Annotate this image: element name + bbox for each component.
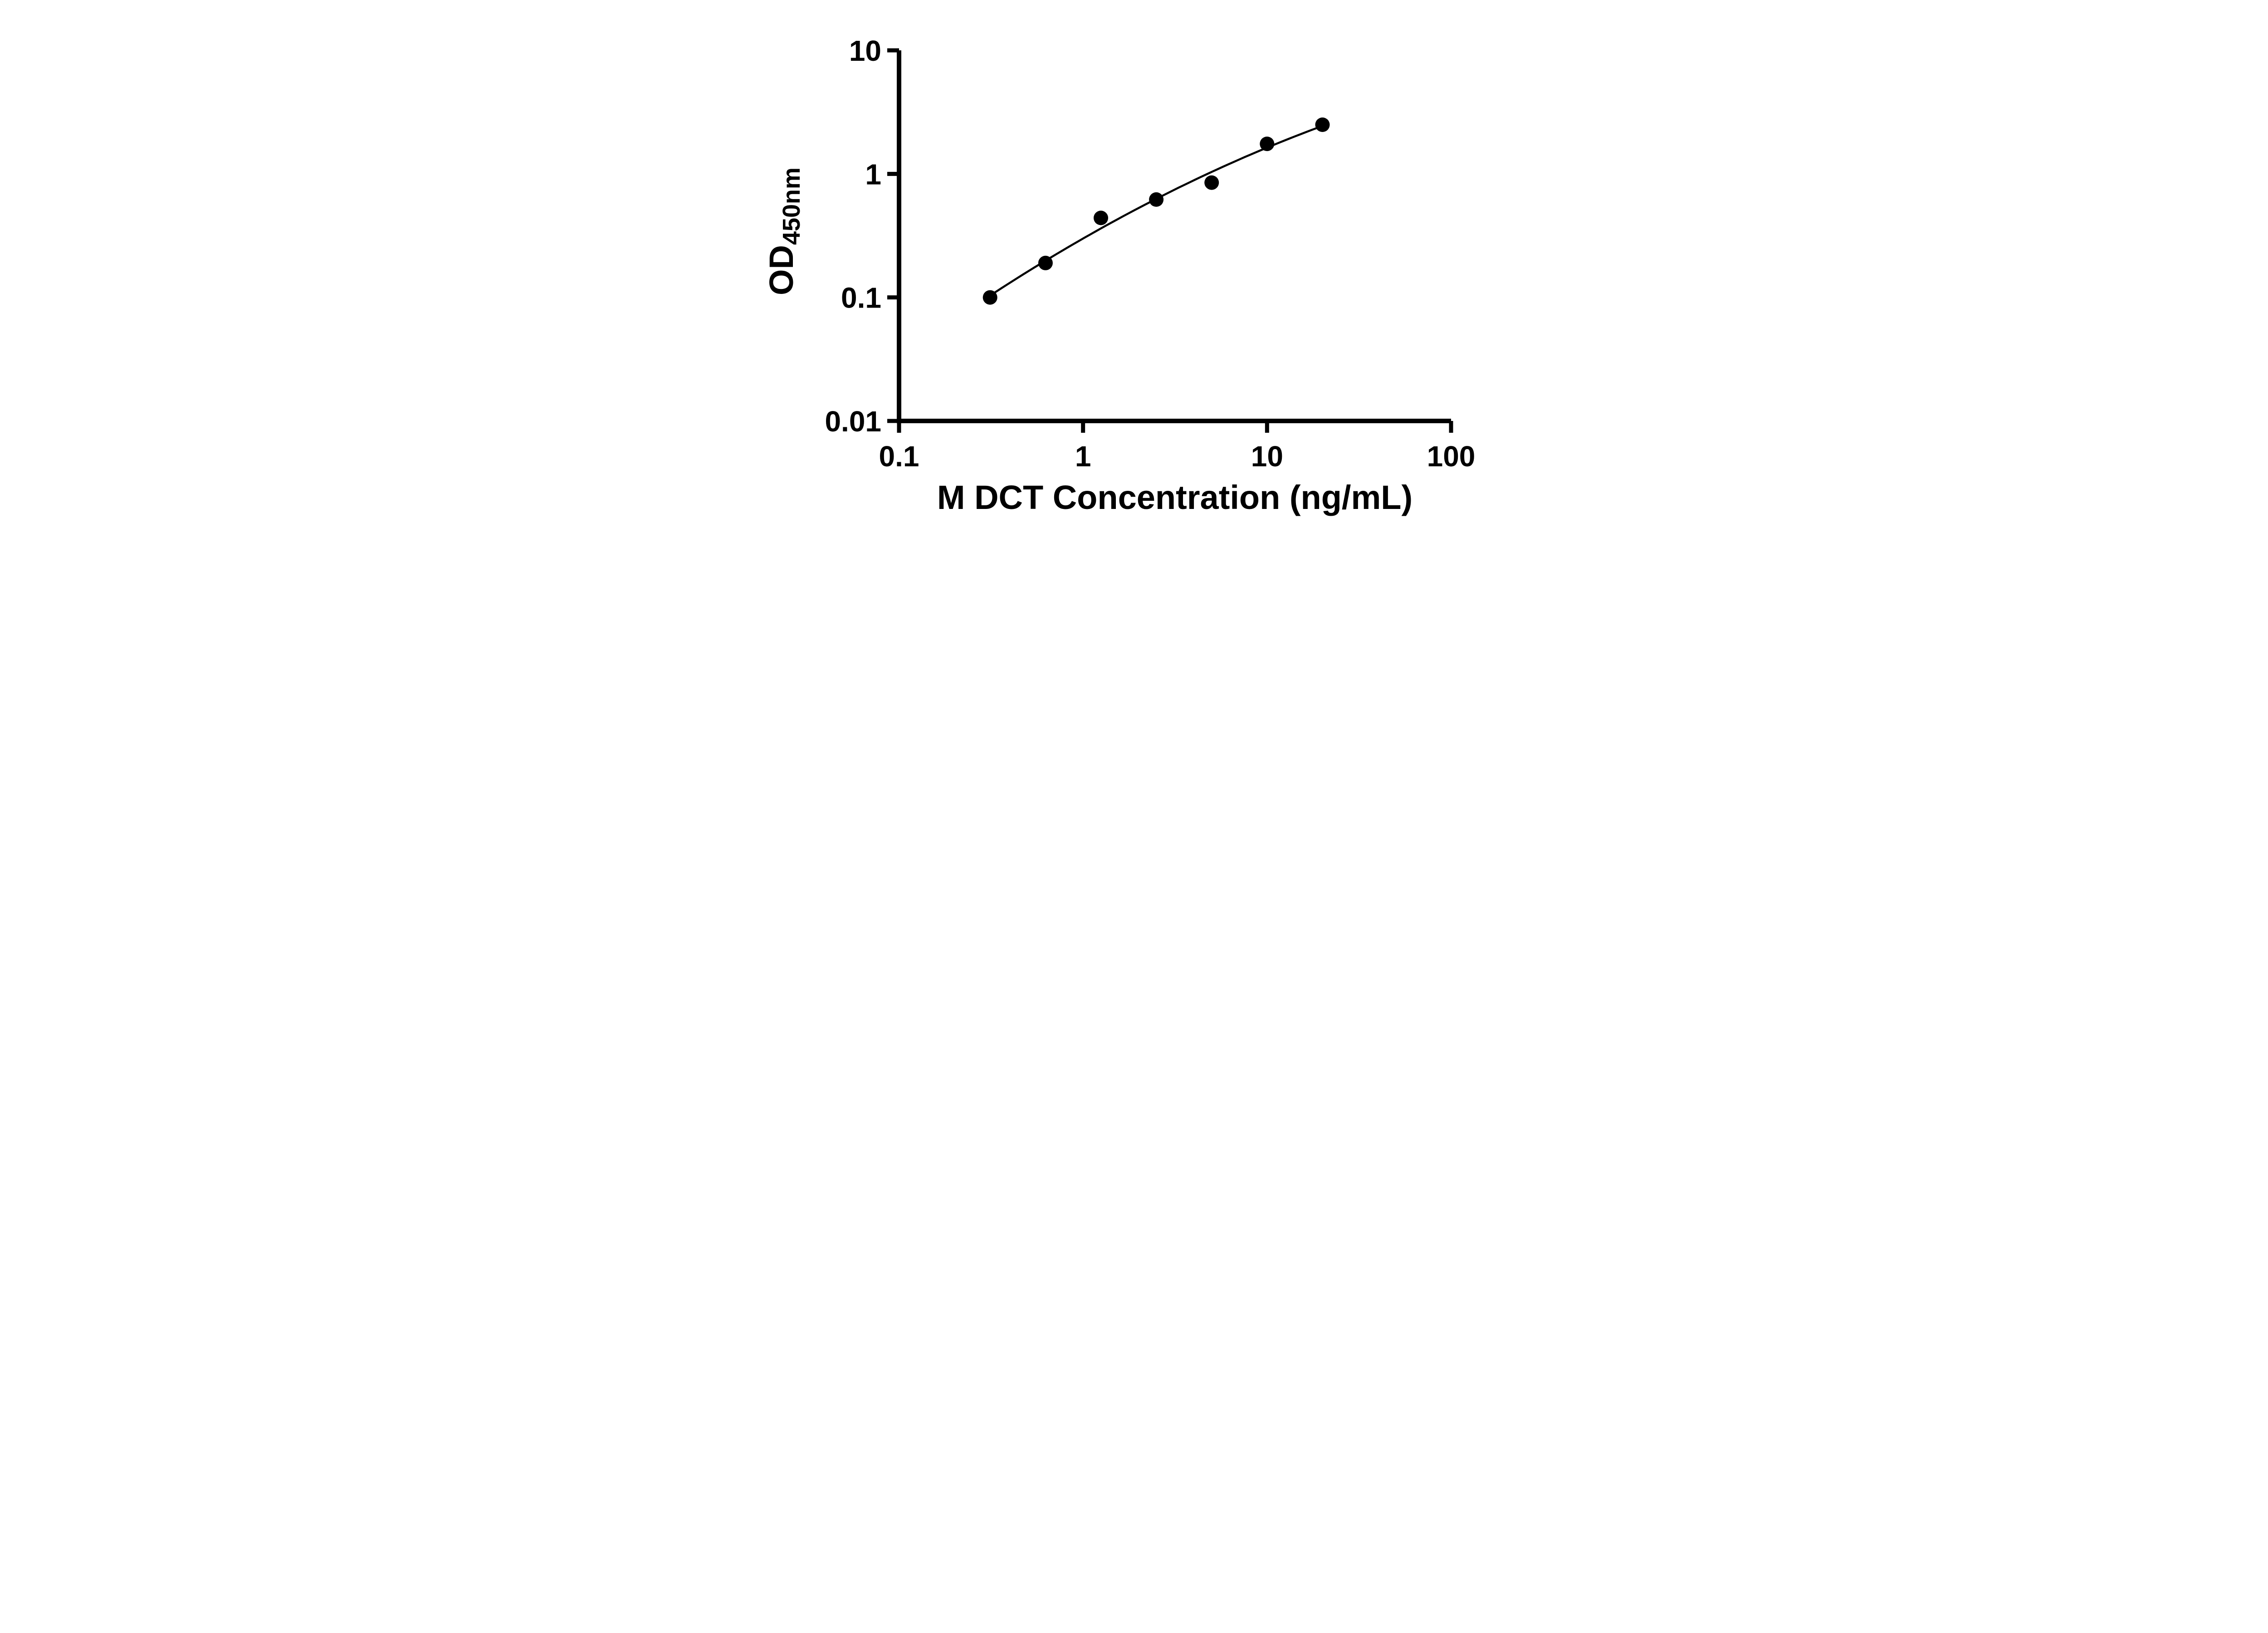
y-axis-title: OD450nm [763, 167, 805, 295]
data-point [1260, 137, 1275, 152]
y-tick-label: 10 [849, 34, 881, 67]
x-tick-label: 1 [1075, 440, 1091, 473]
data-point [1038, 255, 1053, 270]
data-point [1315, 117, 1330, 132]
elisa-standard-curve-figure: 0.1 1 10 100 0.01 0.1 1 10 M DCT Concentration … [745, 0, 1523, 544]
x-tick-label: 10 [1251, 440, 1283, 473]
axis-spines [897, 50, 1451, 423]
x-axis-title: M DCT Concentration (ng/mL) [937, 479, 1413, 516]
y-axis-title-main: OD [763, 245, 800, 295]
y-axis-title-subscript: 450nm [778, 167, 805, 245]
fit-line [989, 125, 1323, 297]
data-point [1149, 192, 1164, 207]
y-tick-label: 1 [865, 158, 881, 191]
data-point [1204, 175, 1219, 190]
x-tick-label: 100 [1427, 440, 1476, 473]
data-point [1094, 210, 1108, 225]
y-tick-label: 0.1 [841, 282, 881, 314]
data-point [982, 290, 997, 305]
x-tick-label: 0.1 [879, 440, 919, 473]
y-tick-label: 0.01 [825, 405, 881, 438]
